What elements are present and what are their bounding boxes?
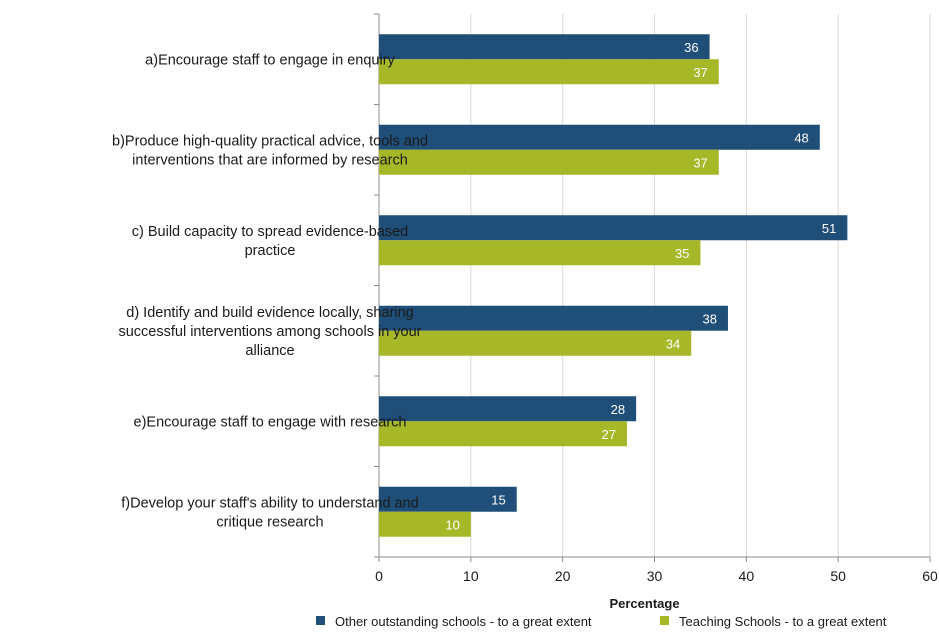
- bar-other-outstanding: [379, 396, 637, 422]
- bar-teaching-schools: [379, 240, 701, 266]
- bar-teaching-schools: [379, 421, 627, 447]
- x-tick-label: 50: [830, 568, 846, 584]
- x-tick-label: 0: [375, 568, 383, 584]
- category-label: b)Produce high-quality practical advice,…: [112, 133, 428, 149]
- bar-other-outstanding: [379, 124, 820, 150]
- x-tick-label: 40: [739, 568, 755, 584]
- bar-teaching-schools: [379, 511, 471, 537]
- data-label: 10: [445, 517, 459, 532]
- category-label: practice: [245, 243, 296, 259]
- bar-other-outstanding: [379, 215, 848, 241]
- category-label: f)Develop your staff's ability to unders…: [121, 495, 419, 511]
- x-tick-label: 20: [555, 568, 571, 584]
- x-tick-label: 10: [463, 568, 479, 584]
- x-tick-label: 30: [647, 568, 663, 584]
- bar-teaching-schools: [379, 59, 719, 85]
- bar-teaching-schools: [379, 330, 692, 356]
- data-label: 51: [822, 221, 836, 236]
- data-label: 34: [666, 336, 680, 351]
- data-label: 37: [693, 65, 707, 80]
- category-label: interventions that are informed by resea…: [132, 152, 408, 168]
- bar-other-outstanding: [379, 34, 710, 60]
- data-label: 37: [693, 155, 707, 170]
- category-label: e)Encourage staff to engage with researc…: [134, 414, 407, 430]
- category-label: successful interventions among schools i…: [118, 324, 421, 340]
- legend-swatch-teaching-schools: [660, 616, 669, 625]
- data-label: 35: [675, 246, 689, 261]
- data-label: 38: [702, 311, 716, 326]
- legend-label-teaching-schools: Teaching Schools - to a great extent: [679, 614, 887, 629]
- legend: Other outstanding schools - to a great e…: [0, 614, 939, 632]
- bar-teaching-schools: [379, 149, 719, 175]
- x-axis-title: Percentage: [609, 596, 679, 611]
- data-label: 28: [611, 402, 625, 417]
- category-label: critique research: [216, 514, 323, 530]
- legend-label-other-outstanding: Other outstanding schools - to a great e…: [335, 614, 592, 629]
- data-label: 48: [794, 130, 808, 145]
- x-tick-label: 60: [922, 568, 938, 584]
- legend-swatch-other-outstanding: [316, 616, 325, 625]
- data-label: 36: [684, 40, 698, 55]
- bar-other-outstanding: [379, 305, 728, 331]
- category-label: d) Identify and build evidence locally, …: [126, 305, 414, 321]
- category-label: a)Encourage staff to engage in enquiry: [145, 52, 395, 68]
- legend-item-other-outstanding: Other outstanding schools - to a great e…: [316, 614, 592, 629]
- category-label: c) Build capacity to spread evidence-bas…: [132, 224, 408, 240]
- data-label: 27: [601, 427, 615, 442]
- category-label: alliance: [245, 343, 294, 359]
- data-label: 15: [491, 492, 505, 507]
- bar-other-outstanding: [379, 486, 517, 512]
- legend-item-teaching-schools: Teaching Schools - to a great extent: [660, 614, 886, 629]
